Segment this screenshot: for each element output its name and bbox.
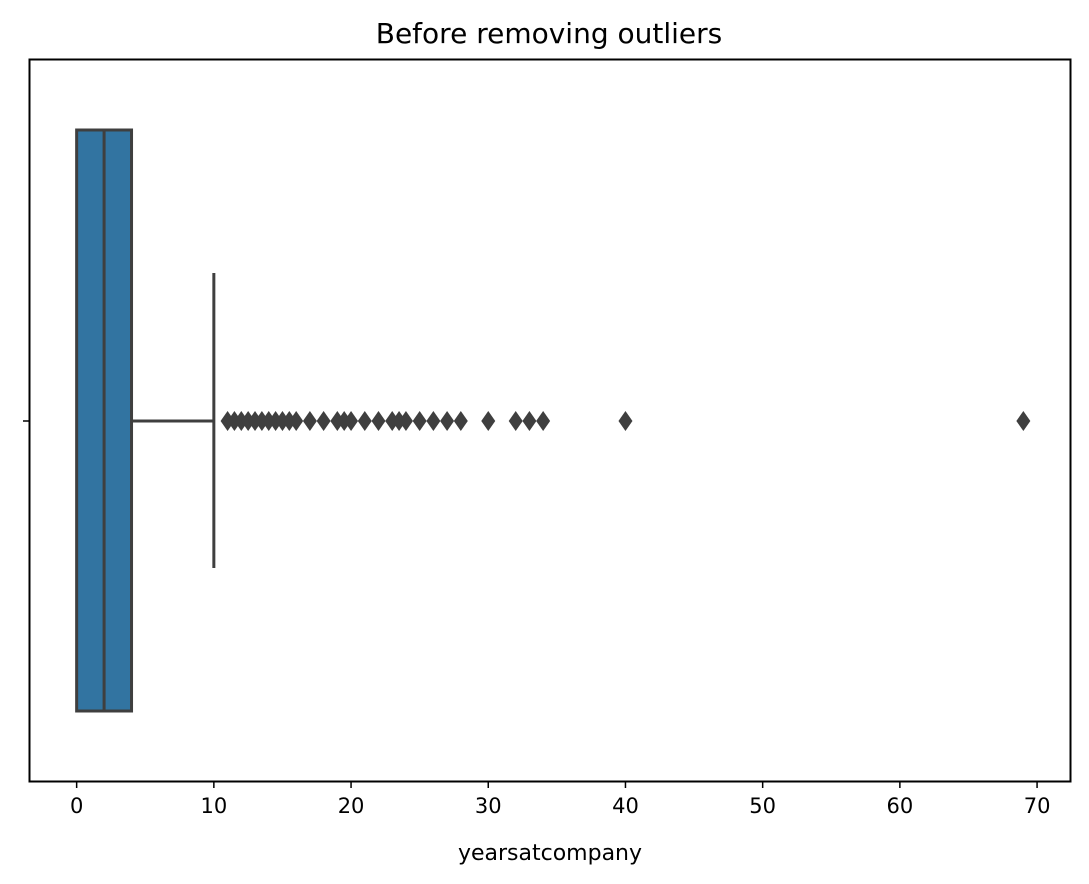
outlier-point <box>508 411 523 431</box>
outlier-point <box>1016 411 1031 431</box>
outlier-point <box>481 411 496 431</box>
outlier-point <box>371 411 386 431</box>
x-axis-label: yearsatcompany <box>458 841 642 866</box>
outlier-point <box>289 411 304 431</box>
outlier-point <box>357 411 372 431</box>
x-tick-label: 30 <box>475 794 502 818</box>
x-tick-label: 50 <box>749 794 776 818</box>
x-tick-label: 70 <box>1024 794 1051 818</box>
x-tick-label: 0 <box>70 794 83 818</box>
plot-area <box>75 128 1031 713</box>
outlier-point <box>412 411 427 431</box>
x-tick-label: 10 <box>200 794 227 818</box>
outlier-point <box>536 411 551 431</box>
outlier-point <box>453 411 468 431</box>
outlier-point <box>302 411 317 431</box>
x-tick-label: 40 <box>612 794 639 818</box>
outlier-point <box>522 411 537 431</box>
outlier-point <box>440 411 455 431</box>
x-tick-label: 20 <box>338 794 365 818</box>
outlier-point <box>316 411 331 431</box>
outlier-point <box>618 411 633 431</box>
outlier-point <box>398 411 413 431</box>
chart-title: Before removing outliers <box>376 17 723 50</box>
x-axis: 0 10 20 30 40 50 60 70 <box>70 781 1050 818</box>
outlier-point <box>344 411 359 431</box>
x-tick-label: 60 <box>887 794 914 818</box>
outlier-point <box>426 411 441 431</box>
